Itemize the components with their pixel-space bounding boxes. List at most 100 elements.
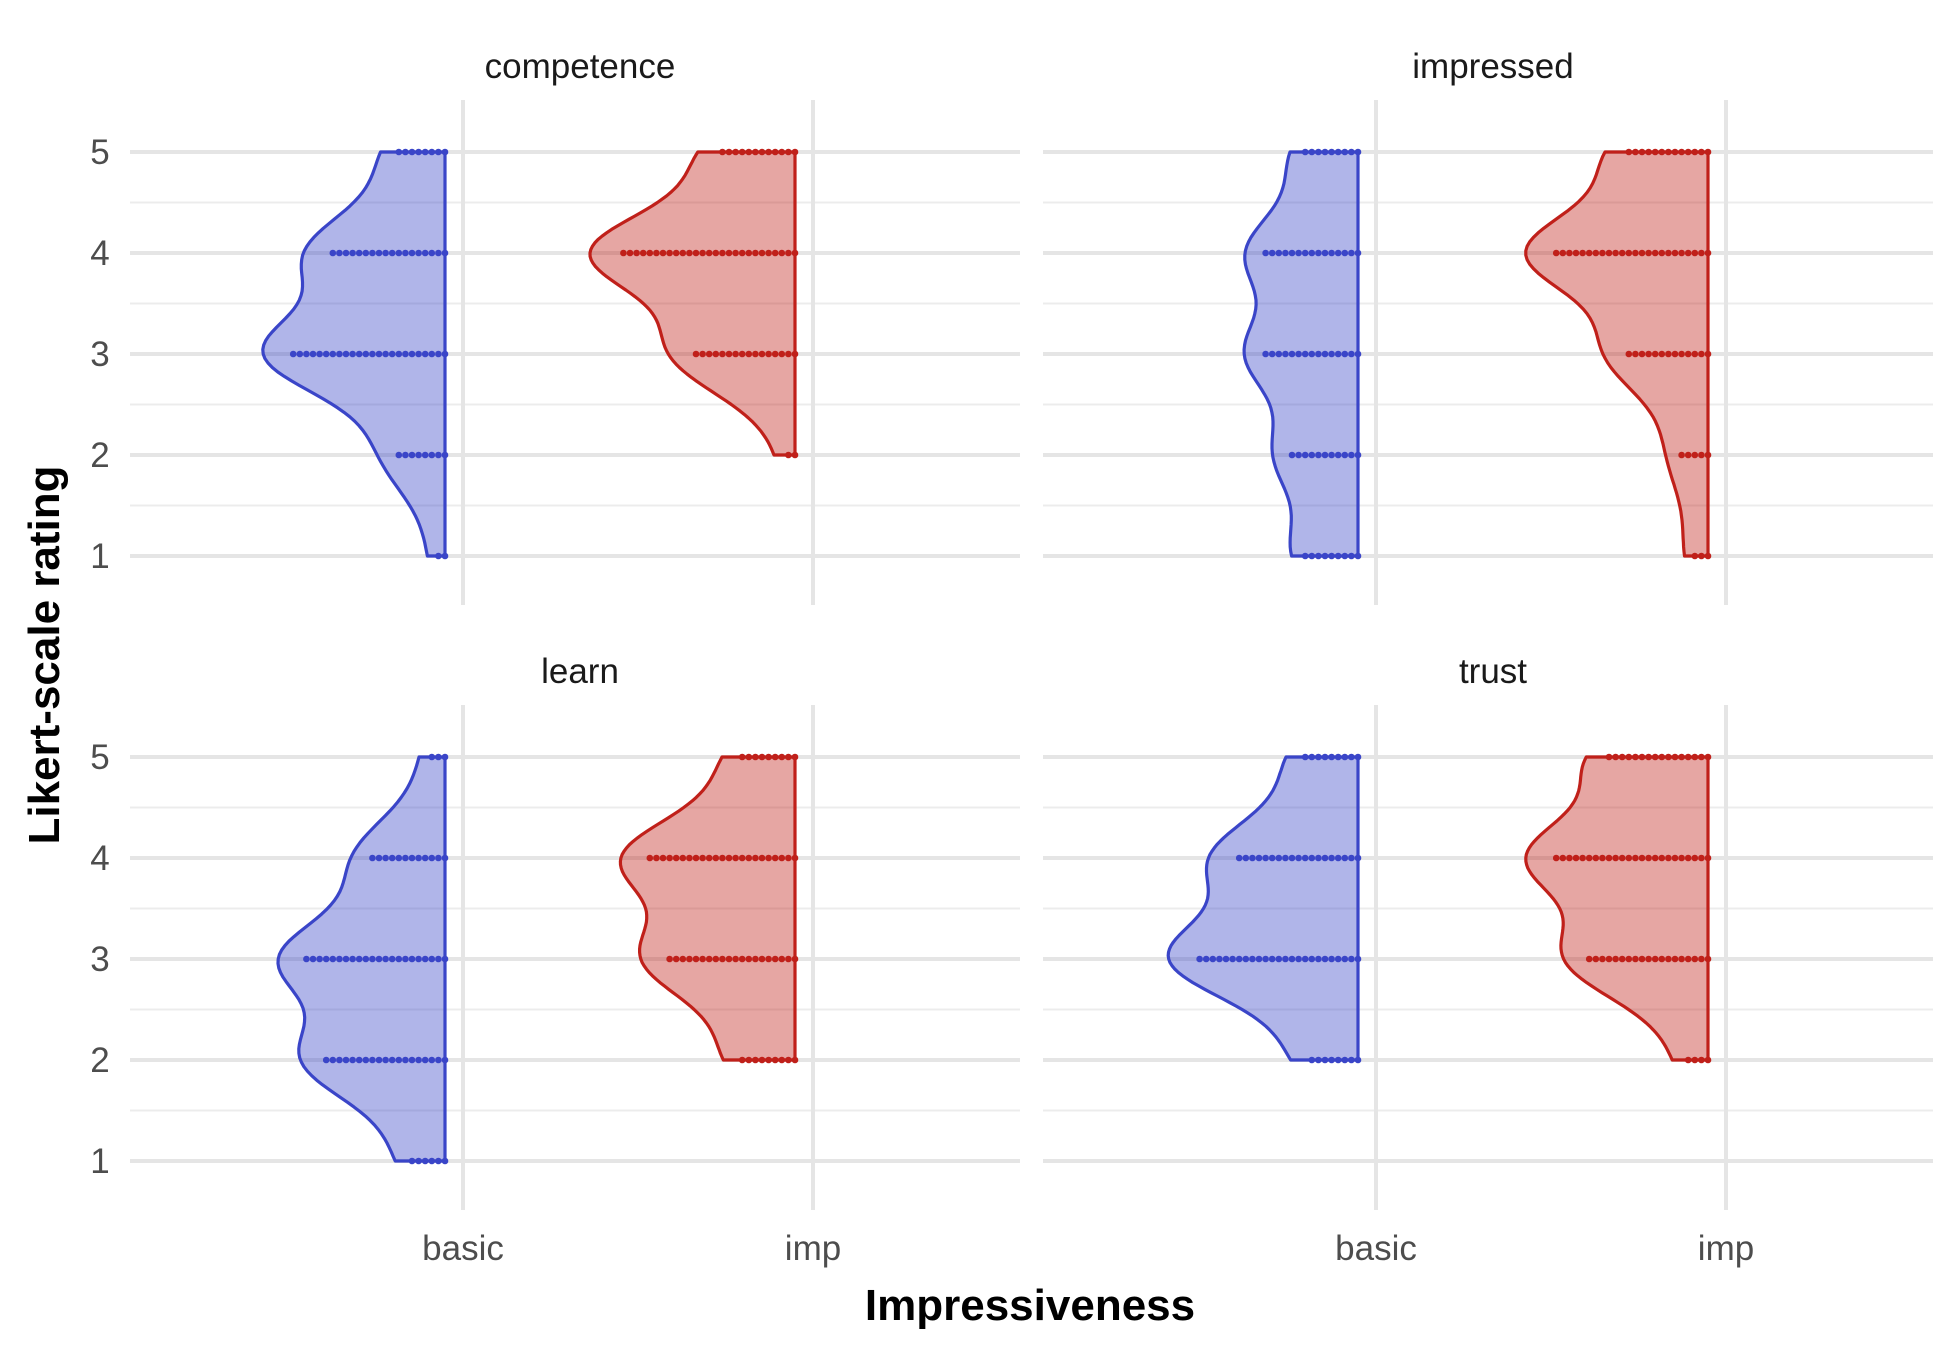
data-point-imp — [1645, 249, 1652, 257]
data-point-basic — [382, 249, 389, 257]
data-point-basic — [441, 1157, 449, 1165]
data-point-basic — [322, 1056, 330, 1064]
violin-imp — [1524, 755, 1710, 1062]
data-point-imp — [1625, 148, 1633, 156]
data-point-imp — [771, 1056, 779, 1064]
data-point-basic — [1268, 854, 1276, 862]
y-tick-label: 4 — [90, 234, 109, 273]
data-point-imp — [1585, 854, 1593, 862]
data-point-imp — [1605, 753, 1613, 761]
data-point-basic — [1321, 552, 1329, 560]
data-point-imp — [719, 854, 726, 862]
data-point-imp — [765, 854, 772, 862]
data-point-basic — [1341, 1056, 1349, 1064]
data-point-basic — [415, 350, 422, 358]
data-point-basic — [1288, 451, 1296, 459]
data-point-basic — [1295, 350, 1302, 358]
data-point-basic — [428, 148, 436, 156]
data-point-imp — [1684, 1056, 1692, 1064]
data-point-basic — [388, 350, 396, 358]
data-point-basic — [1301, 955, 1309, 963]
data-point-imp — [1691, 955, 1699, 963]
data-point-basic — [1268, 955, 1276, 963]
data-point-imp — [666, 249, 673, 257]
data-point-imp — [1651, 350, 1659, 358]
data-point-basic — [1321, 350, 1329, 358]
data-point-imp — [1665, 148, 1672, 156]
data-point-basic — [415, 1056, 422, 1064]
x-tick-label-imp: imp — [785, 1229, 841, 1268]
data-point-imp — [1618, 955, 1626, 963]
data-point-basic — [1348, 552, 1355, 560]
data-point-imp — [1665, 955, 1672, 963]
data-point-imp — [1691, 350, 1699, 358]
data-point-basic — [395, 350, 403, 358]
data-point-basic — [382, 955, 389, 963]
data-point-imp — [1645, 854, 1652, 862]
data-point-imp — [712, 854, 720, 862]
data-point-imp — [765, 753, 772, 761]
data-point-imp — [752, 955, 759, 963]
data-point-basic — [1354, 350, 1362, 358]
data-point-basic — [428, 753, 436, 761]
data-point-basic — [428, 249, 436, 257]
data-point-basic — [1321, 955, 1329, 963]
data-point-basic — [388, 1056, 396, 1064]
data-point-imp — [771, 854, 779, 862]
data-point-imp — [1645, 955, 1652, 963]
data-point-imp — [1678, 955, 1685, 963]
data-point-basic — [1242, 854, 1250, 862]
data-point-basic — [402, 249, 409, 257]
data-point-imp — [778, 854, 786, 862]
data-point-basic — [375, 350, 383, 358]
data-point-imp — [725, 854, 733, 862]
data-point-basic — [362, 350, 370, 358]
data-point-basic — [1354, 148, 1362, 156]
data-point-basic — [408, 148, 416, 156]
data-point-basic — [1341, 753, 1349, 761]
data-point-imp — [1671, 955, 1679, 963]
data-point-basic — [1354, 753, 1362, 761]
data-point-basic — [1308, 148, 1316, 156]
data-point-basic — [1308, 451, 1316, 459]
data-point-imp — [1612, 955, 1619, 963]
data-point-basic — [1354, 249, 1362, 257]
data-point-basic — [1315, 148, 1322, 156]
data-point-imp — [686, 249, 693, 257]
data-point-imp — [1704, 955, 1712, 963]
facet-panel-trust: trust basic imp — [1043, 652, 1933, 1268]
data-point-imp — [1691, 249, 1699, 257]
data-point-imp — [1592, 854, 1600, 862]
data-point-imp — [1632, 854, 1639, 862]
data-point-basic — [1315, 1056, 1322, 1064]
data-point-imp — [752, 148, 759, 156]
y-tick-label: 3 — [90, 335, 109, 374]
data-point-basic — [395, 854, 403, 862]
data-point-imp — [1566, 249, 1573, 257]
data-point-imp — [1678, 148, 1685, 156]
data-point-imp — [738, 249, 746, 257]
data-point-basic — [1315, 753, 1322, 761]
data-point-imp — [1638, 249, 1646, 257]
data-point-imp — [705, 249, 713, 257]
facet-strip-label: learn — [541, 652, 619, 691]
data-point-imp — [699, 350, 706, 358]
data-point-basic — [1262, 854, 1269, 862]
data-point-basic — [303, 350, 310, 358]
data-point-basic — [421, 1056, 429, 1064]
data-point-imp — [785, 451, 792, 459]
data-point-imp — [791, 350, 799, 358]
data-point-basic — [1321, 451, 1329, 459]
data-point-imp — [1552, 854, 1560, 862]
data-point-basic — [435, 753, 442, 761]
data-point-basic — [435, 854, 442, 862]
data-point-basic — [1348, 249, 1355, 257]
data-point-imp — [1698, 249, 1705, 257]
data-point-basic — [1328, 1056, 1335, 1064]
x-tick-label-basic: basic — [1335, 1229, 1417, 1268]
data-point-basic — [421, 148, 429, 156]
data-point-basic — [316, 955, 323, 963]
data-point-basic — [421, 854, 429, 862]
data-point-imp — [1698, 350, 1705, 358]
data-point-basic — [322, 955, 330, 963]
